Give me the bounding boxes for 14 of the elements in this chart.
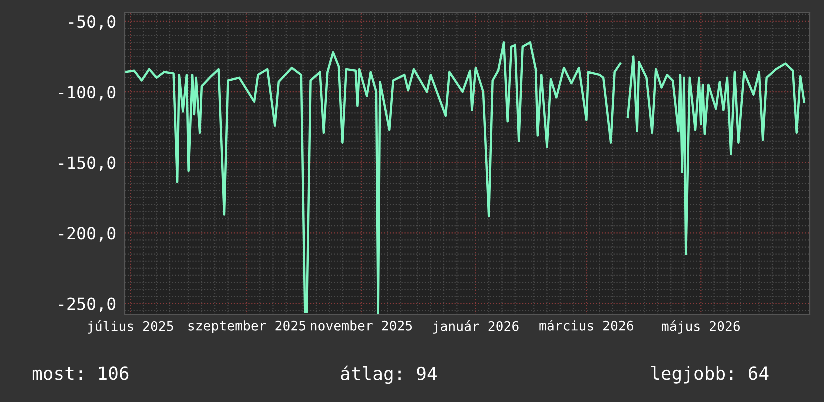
x-tick-label: január 2026 — [433, 320, 519, 334]
x-tick-label: március 2026 — [540, 320, 634, 331]
y-tick-label: -50,0 — [69, 15, 116, 30]
y-tick-label: -100,0 — [59, 86, 116, 101]
text: legjobb: 64 — [651, 366, 769, 384]
x-tick-label: május 2026 — [662, 320, 740, 334]
text: átlag: 94 — [341, 366, 437, 384]
y-tick-label: -150,0 — [59, 156, 116, 172]
x-tick-label: július 2025 — [88, 320, 174, 334]
text: most: 106 — [32, 366, 129, 380]
y-tick-label: -250,0 — [59, 298, 116, 312]
x-tick-label: november 2025 — [311, 320, 412, 331]
y-tick-label: -200,0 — [59, 227, 116, 242]
x-tick-label: szeptember 2025 — [188, 320, 306, 334]
